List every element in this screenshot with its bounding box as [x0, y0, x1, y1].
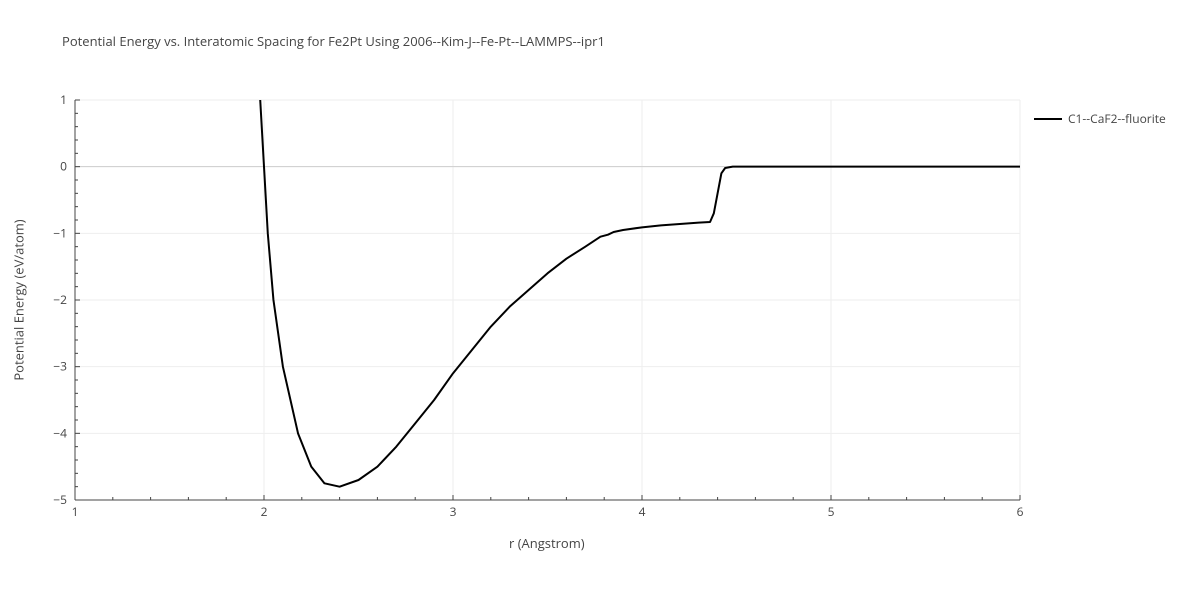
svg-text:1: 1 — [72, 503, 79, 520]
svg-text:0: 0 — [60, 158, 67, 175]
svg-text:4: 4 — [639, 503, 646, 520]
svg-text:1: 1 — [60, 91, 67, 108]
plot-area: 1 2 3 4 5 6 −5 −4 −3 −2 −1 0 1 — [0, 0, 1200, 600]
svg-text:−3: −3 — [53, 358, 67, 375]
svg-text:5: 5 — [828, 503, 835, 520]
svg-text:−1: −1 — [53, 224, 67, 241]
svg-text:2: 2 — [261, 503, 268, 520]
svg-text:−4: −4 — [53, 424, 67, 441]
svg-text:−5: −5 — [53, 491, 67, 508]
svg-text:3: 3 — [450, 503, 457, 520]
svg-text:6: 6 — [1017, 503, 1024, 520]
svg-text:−2: −2 — [53, 291, 67, 308]
chart-container: Potential Energy vs. Interatomic Spacing… — [0, 0, 1200, 600]
